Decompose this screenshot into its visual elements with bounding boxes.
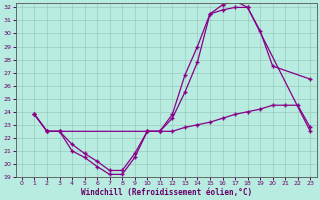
X-axis label: Windchill (Refroidissement éolien,°C): Windchill (Refroidissement éolien,°C) (81, 188, 252, 197)
